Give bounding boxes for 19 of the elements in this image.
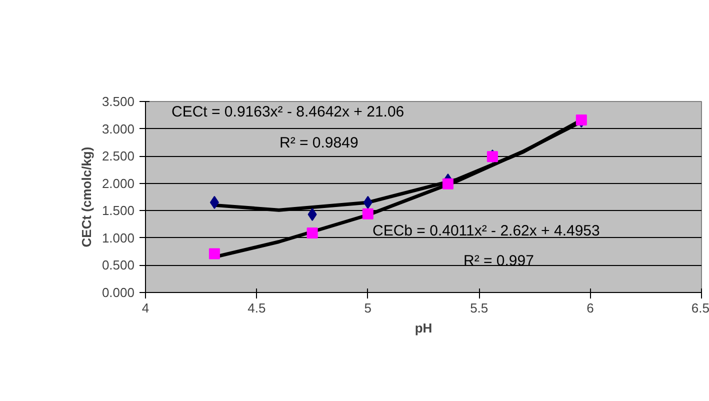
y-tick-label: 0.000 [102, 285, 135, 300]
x-axis-title: pH [414, 320, 432, 336]
x-tick-label: 6 [586, 300, 594, 316]
y-tick-label: 1.500 [102, 203, 135, 218]
x-tick-label: 5.5 [470, 300, 488, 316]
y-tick-label: 3.500 [102, 94, 135, 109]
x-tick-label: 5 [364, 300, 372, 316]
y-tick-label: 2.500 [102, 148, 135, 164]
y-tick-label: 0.500 [102, 258, 135, 273]
annotation: CECt = 0.9163x² - 8.4642x + 21.06 [172, 104, 404, 120]
y-axis-title: CECt (cmolc/kg) [78, 146, 94, 248]
x-tick-label: 4.5 [248, 300, 266, 316]
y-tick-label: 3.000 [102, 121, 135, 136]
x-tick-label: 6.5 [691, 300, 709, 316]
y-tick-label: 2.000 [102, 176, 135, 191]
annotation: CECb = 0.4011x² - 2.62x + 4.4953 [372, 222, 600, 240]
y-tick-label: 1.000 [102, 230, 135, 246]
x-tick-label: 4 [142, 300, 150, 316]
annotation: R² = 0.9849 [280, 134, 358, 152]
